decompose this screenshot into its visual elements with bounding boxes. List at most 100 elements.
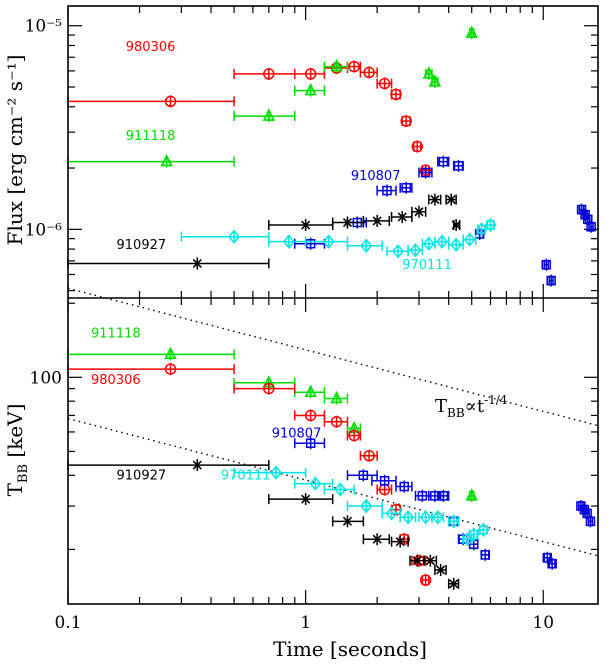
data-point — [304, 234, 349, 249]
data-point — [423, 554, 438, 567]
data-point — [414, 489, 430, 502]
data-point — [431, 510, 445, 525]
power-law-annotation: TBB∝t-1/4 — [435, 393, 508, 420]
data-point — [386, 244, 409, 259]
series-label-911118: 911118 — [126, 129, 176, 144]
data-point — [547, 557, 557, 570]
data-point — [331, 515, 365, 528]
data-point — [293, 237, 326, 250]
data-point — [428, 193, 442, 206]
x-tick-label: 10 — [532, 613, 554, 633]
data-point — [390, 88, 402, 101]
data-point — [346, 469, 378, 482]
data-point — [437, 155, 450, 168]
data-point — [346, 60, 362, 73]
series-970111 — [180, 217, 497, 259]
data-point — [67, 153, 235, 168]
data-point — [447, 514, 460, 529]
data-point — [371, 474, 397, 487]
data-point — [467, 527, 480, 542]
data-point — [359, 449, 378, 462]
y-axis-label-temperature: TBB [keV] — [3, 404, 31, 497]
data-point — [293, 384, 326, 399]
data-point — [437, 489, 450, 502]
data-point — [293, 476, 334, 491]
series-label-911118: 911118 — [91, 327, 141, 342]
data-point — [293, 67, 326, 80]
data-point — [421, 236, 436, 251]
top-panel: 10⁻⁶ 10⁻⁵ 980306 911118 910807 910927 970111 — [25, 6, 598, 298]
x-tick-label: 1 — [300, 613, 311, 633]
data-point — [542, 551, 553, 564]
data-point — [346, 238, 383, 253]
data-point — [462, 232, 477, 247]
x-tick-label: 0.1 — [54, 613, 81, 633]
data-point — [323, 58, 349, 73]
data-point — [362, 533, 391, 546]
data-point — [346, 498, 383, 514]
bottom-panel: 100 0.1 1 10 911118 980306 910807 910927 970111 — [30, 287, 599, 633]
plot-frame — [67, 5, 599, 605]
series-911118 — [67, 25, 478, 168]
series-980306 — [67, 60, 432, 177]
y-tick-label: 10⁻⁶ — [25, 220, 63, 240]
data-point — [390, 535, 409, 548]
data-point — [395, 480, 413, 493]
series-970111 — [233, 465, 490, 547]
series-label-910807: 910807 — [351, 169, 401, 184]
series-label-910927: 910927 — [117, 468, 167, 483]
data-point — [465, 25, 478, 40]
data-point — [268, 219, 334, 232]
data-point — [346, 429, 362, 442]
data-point — [331, 216, 365, 229]
series-label-970111: 970111 — [221, 468, 271, 483]
series-910927 — [67, 193, 461, 270]
power-law-guide-line — [67, 287, 599, 427]
series-910807 — [293, 437, 596, 570]
data-point — [399, 510, 417, 525]
data-point — [268, 234, 307, 249]
data-point — [399, 181, 413, 194]
data-point — [484, 217, 497, 233]
data-point — [418, 510, 433, 525]
data-point — [447, 237, 464, 252]
data-point — [422, 66, 436, 80]
data-point — [434, 563, 447, 576]
data-point — [447, 577, 460, 590]
data-point — [233, 108, 296, 123]
data-point — [452, 159, 464, 172]
y-tick-label: 10⁻⁵ — [25, 17, 63, 37]
data-point — [268, 493, 334, 506]
data-point — [293, 437, 326, 450]
data-point — [411, 140, 424, 153]
series-label-910927: 910927 — [117, 238, 167, 253]
data-point — [541, 258, 552, 271]
series-label-970111: 970111 — [402, 258, 452, 273]
data-point — [67, 257, 270, 270]
data-point — [434, 234, 450, 249]
data-point — [390, 210, 413, 223]
data-point — [445, 193, 457, 206]
data-point — [233, 67, 296, 80]
data-point — [376, 77, 393, 90]
data-point — [465, 488, 478, 502]
y-axis-label-flux: Flux [erg cm⁻² s⁻¹] — [3, 55, 27, 246]
series-label-980306: 980306 — [91, 373, 141, 388]
data-point — [418, 166, 433, 179]
data-point — [376, 184, 397, 197]
data-point — [67, 346, 235, 361]
data-point — [475, 222, 488, 237]
data-point — [233, 382, 296, 395]
data-point — [477, 522, 490, 538]
data-point — [400, 115, 412, 128]
data-point — [451, 219, 461, 232]
data-point — [586, 220, 596, 233]
data-point — [293, 409, 326, 422]
data-point — [359, 66, 378, 79]
data-point — [411, 205, 427, 218]
data-point — [407, 243, 424, 258]
y-tick-label: 100 — [30, 368, 62, 388]
data-point — [293, 82, 326, 97]
x-axis-label: Time [seconds] — [273, 637, 427, 661]
